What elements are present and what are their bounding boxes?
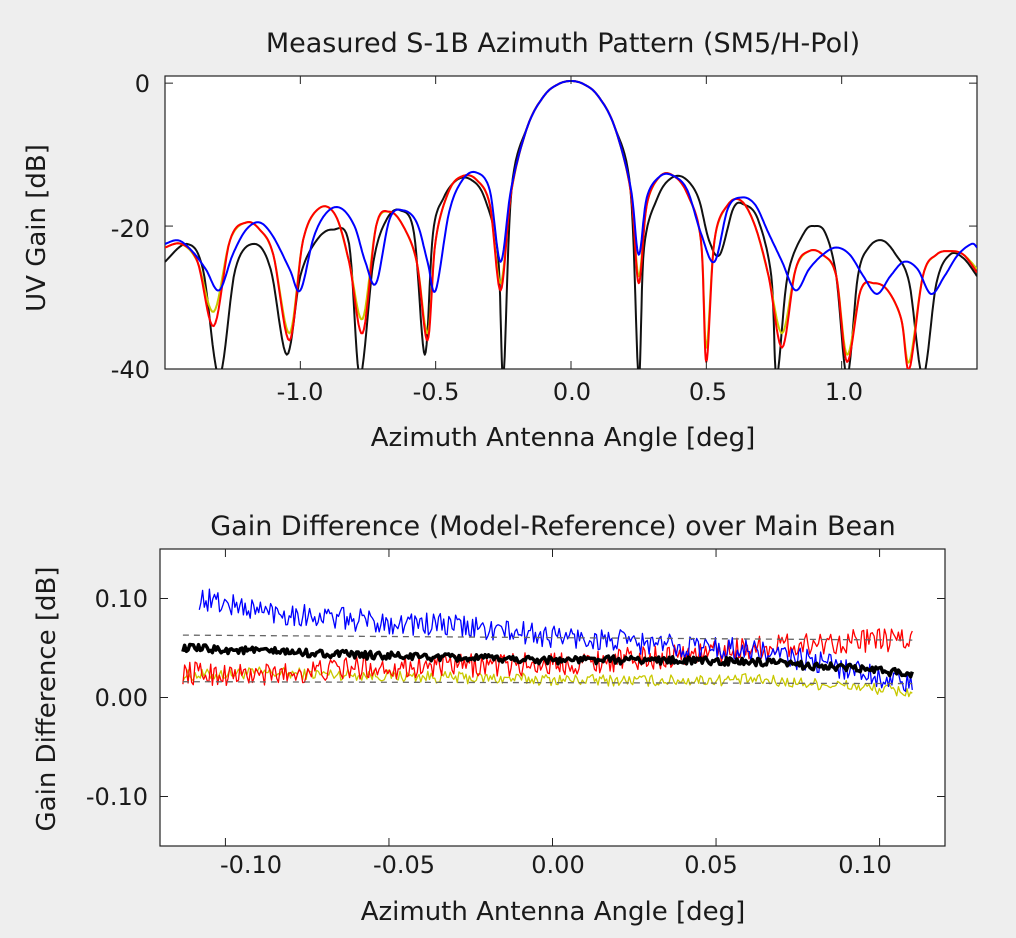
top-x-ticks: -1.0 -0.5 0.0 0.5 1.0 [277, 378, 864, 406]
top-x-tick-label: -1.0 [277, 378, 324, 406]
bottom-x-tick-label: 0.10 [838, 851, 891, 879]
bottom-series-line [181, 642, 914, 679]
top-x-tick-label: 1.0 [825, 378, 863, 406]
top-y-tick-label: -40 [111, 356, 150, 384]
bottom-x-tick-label: -0.10 [220, 851, 282, 879]
top-x-tick-label: 0.0 [553, 378, 591, 406]
bottom-series-line [182, 666, 913, 698]
bottom-plot-area [159, 548, 946, 847]
top-chart-title: Measured S-1B Azimuth Pattern (SM5/H-Pol… [266, 28, 860, 59]
bottom-y-tick-label: 0.10 [95, 585, 148, 613]
bottom-series-line [198, 588, 913, 692]
top-y-axis-label: UV Gain [dB] [22, 144, 52, 312]
bottom-y-tick-label: -0.10 [86, 783, 148, 811]
bottom-series-line [182, 634, 913, 641]
bottom-x-ticks: -0.10 -0.05 0.00 0.05 0.10 [220, 851, 892, 879]
bottom-y-ticks: 0.10 0.00 -0.10 [86, 585, 148, 811]
bottom-series-group [181, 588, 914, 698]
top-y-tick-label: 0 [135, 70, 150, 98]
bottom-y-tick-label: 0.00 [95, 684, 148, 712]
top-x-axis-label: Azimuth Antenna Angle [deg] [371, 423, 756, 453]
top-chart: Measured S-1B Azimuth Pattern (SM5/H-Pol… [22, 28, 978, 453]
bottom-x-tick-label: -0.05 [373, 851, 435, 879]
bottom-series-line [182, 681, 913, 685]
bottom-x-tick-label: 0.00 [531, 851, 584, 879]
bottom-x-axis-label: Azimuth Antenna Angle [deg] [361, 897, 746, 927]
top-y-tick-label: -20 [111, 215, 150, 243]
bottom-chart: Gain Difference (Model-Reference) over M… [32, 511, 946, 927]
top-y-ticks: 0 -20 -40 [111, 70, 150, 384]
top-x-tick-label: 0.5 [689, 378, 727, 406]
bottom-x-tick-label: 0.05 [684, 851, 737, 879]
top-x-tick-label: -0.5 [413, 378, 460, 406]
bottom-chart-title: Gain Difference (Model-Reference) over M… [210, 511, 895, 542]
bottom-y-axis-label: Gain Difference [dB] [32, 567, 62, 832]
